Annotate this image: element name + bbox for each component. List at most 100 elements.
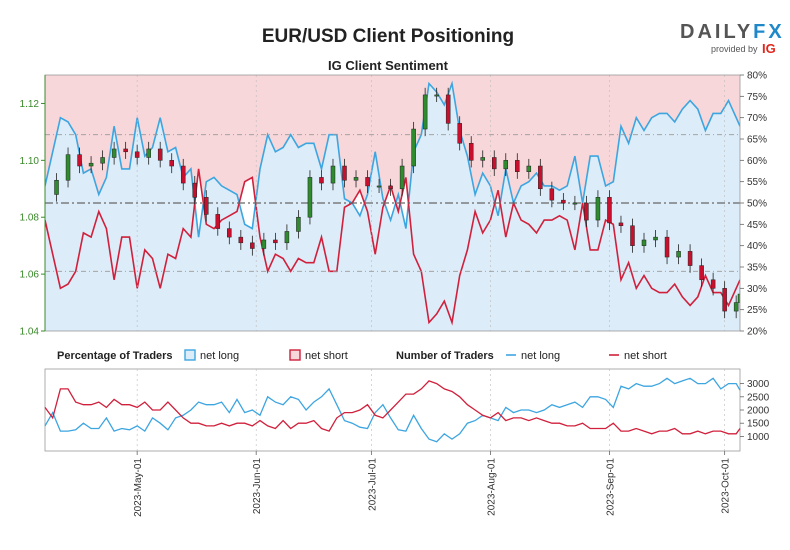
percent-area-layer (45, 75, 740, 331)
legend-pct-short-label: net short (305, 350, 348, 362)
legend-num-short-label: net short (624, 350, 667, 362)
percent-axis: 20% 25% 30% 35% 40% 45% 50% 55% 60% 65% 70% 75% 80% (740, 71, 767, 338)
price-candle-down (584, 202, 589, 221)
count-panel: 1000 1500 2000 2500 3000 (44, 368, 770, 452)
price-candle-down (710, 279, 716, 289)
price-candle-down (492, 157, 497, 170)
price-candle-down (134, 151, 140, 158)
percent-tick-label: 30% (747, 284, 767, 295)
count-lines-layer (44, 377, 741, 443)
count-tick-label: 3000 (747, 379, 770, 390)
percent-tick-label: 70% (747, 113, 767, 124)
chart-title: EUR/USD Client Positioning (262, 26, 514, 47)
percent-tick-label: 75% (747, 92, 767, 103)
count-tick-label: 1000 (747, 432, 770, 443)
price-candle-up (111, 148, 117, 158)
price-candle-down (238, 236, 244, 244)
price-layer (54, 87, 740, 319)
price-candle-up (595, 197, 601, 221)
price-candle-down (388, 185, 393, 190)
price-candle-up (88, 162, 94, 167)
legend-pct-long-swatch (184, 349, 196, 361)
dailyfx-logo: DAILYFX provided by IG (680, 21, 785, 56)
date-tick-label: 2023-May-01 (133, 458, 144, 517)
price-candle-up (422, 94, 428, 130)
price-candle-down (192, 182, 198, 198)
price-candle-up (653, 236, 658, 241)
price-candle-down (618, 222, 624, 227)
count-tick-label: 2000 (747, 406, 770, 417)
count-tick-label: 1500 (747, 419, 770, 430)
price-tick-label: 1.10 (20, 156, 40, 167)
price-candle-down (204, 197, 209, 215)
percent-tick-label: 80% (747, 71, 767, 82)
price-tick-label: 1.08 (20, 213, 40, 224)
price-candle-down (227, 228, 232, 238)
legend-num-heading: Number of Traders (396, 350, 494, 362)
price-candle-up (261, 239, 267, 249)
legend-pct-heading: Percentage of Traders (57, 350, 173, 362)
net-long-percent-line (45, 80, 740, 238)
brand-name: DAILYFX (680, 21, 785, 43)
percent-tick-label: 65% (747, 135, 767, 146)
price-candle-up (307, 177, 313, 218)
percent-tick-label: 45% (747, 220, 767, 231)
price-candle-down (607, 197, 612, 224)
net-short-percent-line (45, 168, 740, 326)
price-candle-down (445, 94, 451, 124)
price-candle-up (503, 160, 509, 170)
legend-num-long-label: net long (521, 350, 560, 362)
price-axis: 1.04 1.06 1.08 1.10 1.12 (20, 99, 45, 338)
price-candle-up (296, 216, 301, 232)
price-tick-label: 1.04 (20, 327, 40, 338)
price-candle-down (468, 143, 474, 161)
count-panel-frame (44, 368, 741, 452)
price-candle-down (630, 225, 635, 246)
price-candle-down (549, 188, 555, 201)
price-candle-up (572, 202, 578, 205)
price-candle-down (561, 199, 566, 204)
price-candle-down (538, 165, 543, 190)
price-candle-down (77, 154, 82, 167)
price-candle-down (457, 123, 462, 144)
date-tick-label: 2023-Jul-01 (367, 458, 378, 511)
price-candle-down (722, 288, 727, 312)
price-candle-down (169, 160, 174, 167)
count-tick-label: 2500 (747, 392, 770, 403)
price-candle-up (284, 231, 290, 244)
price-candle-up (737, 293, 740, 303)
price-candle-up (411, 128, 416, 167)
price-candle-down (699, 265, 704, 281)
main-panel: 1.04 1.06 1.08 1.10 1.12 20% 25% 30% 35% 40% 45% 5… (20, 71, 768, 338)
price-candle-up (641, 239, 647, 246)
price-candle-down (250, 242, 255, 249)
price-candle-up (480, 157, 485, 161)
price-tick-label: 1.12 (20, 99, 40, 110)
price-candle-up (330, 165, 336, 184)
price-candle-up (399, 165, 405, 190)
percent-tick-label: 60% (747, 156, 767, 167)
price-candle-down (319, 177, 324, 184)
price-candle-down (365, 177, 370, 187)
price-candle-up (526, 165, 532, 172)
price-candle-up (100, 157, 105, 164)
percent-tick-label: 35% (747, 263, 767, 274)
main-gridlines (45, 75, 740, 331)
chart-subtitle: IG Client Sentiment (328, 58, 449, 73)
percent-tick-label: 40% (747, 241, 767, 252)
legend-pct-long-label: net long (200, 350, 239, 362)
price-candle-down (515, 160, 520, 172)
price-candle-down (215, 214, 221, 229)
percent-tick-label: 20% (747, 327, 767, 338)
price-candle-down (157, 148, 163, 161)
date-tick-label: 2023-Jun-01 (252, 458, 263, 515)
price-candle-up (65, 154, 71, 181)
date-tick-label: 2023-Sep-01 (605, 458, 616, 516)
percent-tick-label: 55% (747, 177, 767, 188)
count-axis: 1000 1500 2000 2500 3000 (740, 379, 770, 443)
price-candle-up (54, 179, 59, 195)
legend: Percentage of Traders net long net short… (57, 349, 667, 362)
price-candle-up (676, 251, 681, 258)
legend-pct-short-swatch (289, 349, 301, 361)
